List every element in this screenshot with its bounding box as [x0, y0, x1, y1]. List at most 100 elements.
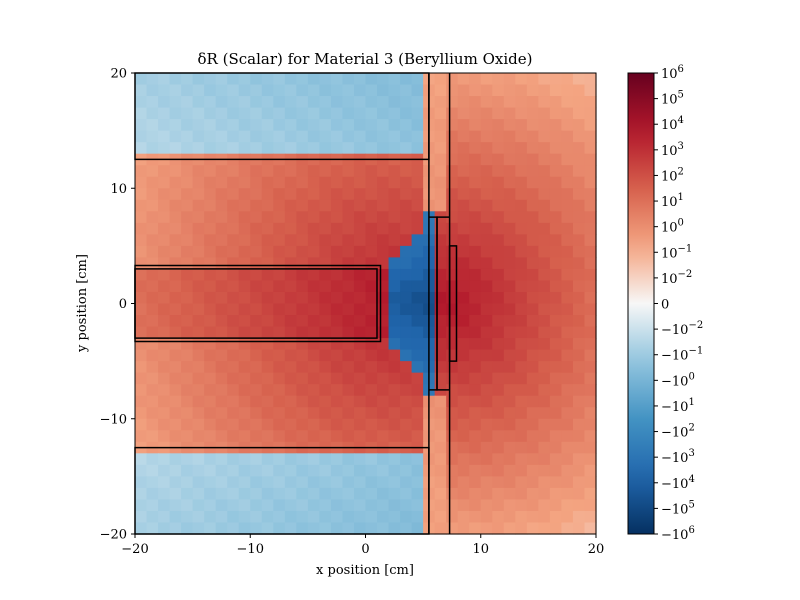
- heatmap-cell: [169, 476, 182, 489]
- heatmap-cell: [434, 130, 447, 143]
- heatmap-cell: [204, 384, 217, 397]
- heatmap-cell: [457, 326, 470, 339]
- heatmap-cell: [284, 107, 297, 120]
- heatmap-cell: [561, 165, 574, 178]
- heatmap-cell: [538, 441, 551, 454]
- heatmap-cell: [238, 418, 251, 431]
- heatmap-cell: [135, 84, 148, 97]
- heatmap-cell: [204, 199, 217, 212]
- heatmap-cell: [169, 522, 182, 535]
- heatmap-cell: [469, 199, 482, 212]
- heatmap-cell: [342, 464, 355, 477]
- heatmap-cell: [353, 280, 367, 293]
- heatmap-cell: [457, 107, 470, 120]
- heatmap-cell: [227, 338, 240, 351]
- heatmap-cell: [538, 315, 551, 328]
- heatmap-cell: [273, 165, 286, 178]
- heatmap-cell: [561, 222, 574, 235]
- heatmap-cell: [146, 291, 159, 305]
- heatmap-cell: [377, 165, 390, 178]
- heatmap-cell: [296, 268, 309, 282]
- heatmap-cell: [515, 280, 528, 293]
- heatmap-cell: [158, 84, 171, 97]
- heatmap-cell: [584, 73, 597, 86]
- heatmap-cell: [457, 407, 470, 420]
- heatmap-cell: [227, 407, 240, 420]
- heatmap-cell: [238, 407, 251, 420]
- heatmap-cell: [227, 211, 240, 224]
- heatmap-cell: [549, 96, 563, 109]
- heatmap-cell: [503, 280, 516, 293]
- heatmap-cell: [296, 142, 309, 155]
- heatmap-cell: [319, 499, 332, 512]
- heatmap-cell: [365, 96, 378, 109]
- heatmap-cell: [526, 245, 539, 259]
- heatmap-cell: [480, 142, 493, 155]
- heatmap-cell: [549, 522, 563, 535]
- heatmap-cell: [215, 234, 228, 247]
- heatmap-cell: [273, 73, 286, 86]
- heatmap-cell: [238, 73, 251, 86]
- heatmap-cell: [273, 407, 286, 420]
- heatmap-cell: [250, 165, 263, 178]
- heatmap-cell: [561, 107, 574, 120]
- heatmap-cell: [446, 510, 459, 524]
- heatmap-cell: [549, 188, 563, 201]
- heatmap-cell: [584, 464, 597, 477]
- heatmap-cell: [480, 430, 493, 443]
- heatmap-cell: [146, 499, 159, 512]
- heatmap-cell: [572, 153, 586, 166]
- heatmap-cell: [515, 291, 528, 305]
- heatmap-cell: [284, 188, 297, 201]
- heatmap-cell: [307, 73, 321, 86]
- heatmap-cell: [503, 464, 516, 477]
- heatmap-cell: [181, 107, 194, 120]
- heatmap-cell: [261, 268, 274, 282]
- heatmap-cell: [273, 326, 286, 339]
- heatmap-cell: [261, 476, 274, 489]
- heatmap-cell: [284, 384, 297, 397]
- heatmap-cell: [227, 130, 240, 143]
- colorbar-tick-label: −104: [661, 474, 695, 492]
- heatmap-cell: [469, 280, 482, 293]
- heatmap-cell: [158, 245, 171, 259]
- heatmap-cell: [353, 199, 367, 212]
- heatmap-cell: [549, 107, 563, 120]
- heatmap-cell: [215, 199, 228, 212]
- heatmap-cell: [572, 338, 586, 351]
- heatmap-cell: [204, 119, 217, 132]
- heatmap-cell: [192, 188, 205, 201]
- heatmap-cell: [319, 245, 332, 259]
- heatmap-cell: [446, 372, 459, 385]
- heatmap-cell: [181, 430, 194, 443]
- heatmap-cell: [307, 211, 321, 224]
- heatmap-cell: [169, 188, 182, 201]
- heatmap-cell: [307, 522, 321, 535]
- heatmap-cell: [353, 384, 367, 397]
- heatmap-cell: [515, 211, 528, 224]
- heatmap-cell: [365, 315, 378, 328]
- heatmap-cell: [388, 349, 401, 362]
- heatmap-cell: [181, 176, 194, 189]
- heatmap-cell: [584, 453, 597, 466]
- heatmap-cell: [169, 487, 182, 501]
- heatmap-cell: [307, 326, 321, 339]
- heatmap-cell: [572, 464, 586, 477]
- heatmap-cell: [526, 430, 539, 443]
- heatmap-cell: [158, 510, 171, 524]
- heatmap-cell: [457, 418, 470, 431]
- heatmap-cell: [515, 384, 528, 397]
- heatmap-cell: [549, 142, 563, 155]
- heatmap-cell: [330, 326, 344, 339]
- heatmap-cell: [515, 418, 528, 431]
- heatmap-cell: [446, 418, 459, 431]
- heatmap-cell: [204, 222, 217, 235]
- heatmap-cell: [503, 96, 516, 109]
- heatmap-cell: [400, 176, 413, 189]
- heatmap-cell: [469, 142, 482, 155]
- heatmap-cell: [307, 142, 321, 155]
- heatmap-cell: [296, 291, 309, 305]
- heatmap-cell: [284, 130, 297, 143]
- heatmap-cell: [215, 291, 228, 305]
- heatmap-cell: [365, 211, 378, 224]
